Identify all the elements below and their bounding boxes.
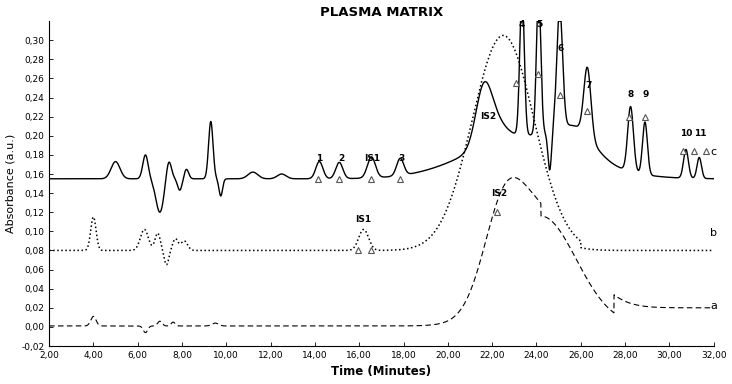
Text: IS2: IS2	[479, 113, 496, 121]
Text: 9: 9	[643, 91, 649, 99]
Text: 5: 5	[537, 20, 543, 29]
Text: 10: 10	[680, 129, 692, 138]
Text: 1: 1	[316, 154, 323, 162]
Text: 8: 8	[627, 91, 634, 99]
Text: c: c	[710, 147, 717, 157]
Text: IS2: IS2	[490, 189, 507, 198]
Text: a: a	[710, 301, 717, 311]
Y-axis label: Absorbance (a.u.): Absorbance (a.u.)	[6, 134, 15, 233]
Text: 4: 4	[519, 20, 526, 29]
Text: 7: 7	[586, 81, 591, 90]
Text: IS1: IS1	[356, 215, 372, 224]
Text: 6: 6	[558, 44, 564, 53]
Text: IS1: IS1	[365, 154, 381, 162]
Title: PLASMA MATRIX: PLASMA MATRIX	[320, 5, 443, 18]
Text: b: b	[710, 228, 717, 238]
Text: 3: 3	[398, 154, 404, 162]
Text: 11: 11	[694, 129, 706, 138]
Text: 2: 2	[338, 154, 345, 162]
X-axis label: Time (Minutes): Time (Minutes)	[332, 366, 431, 379]
